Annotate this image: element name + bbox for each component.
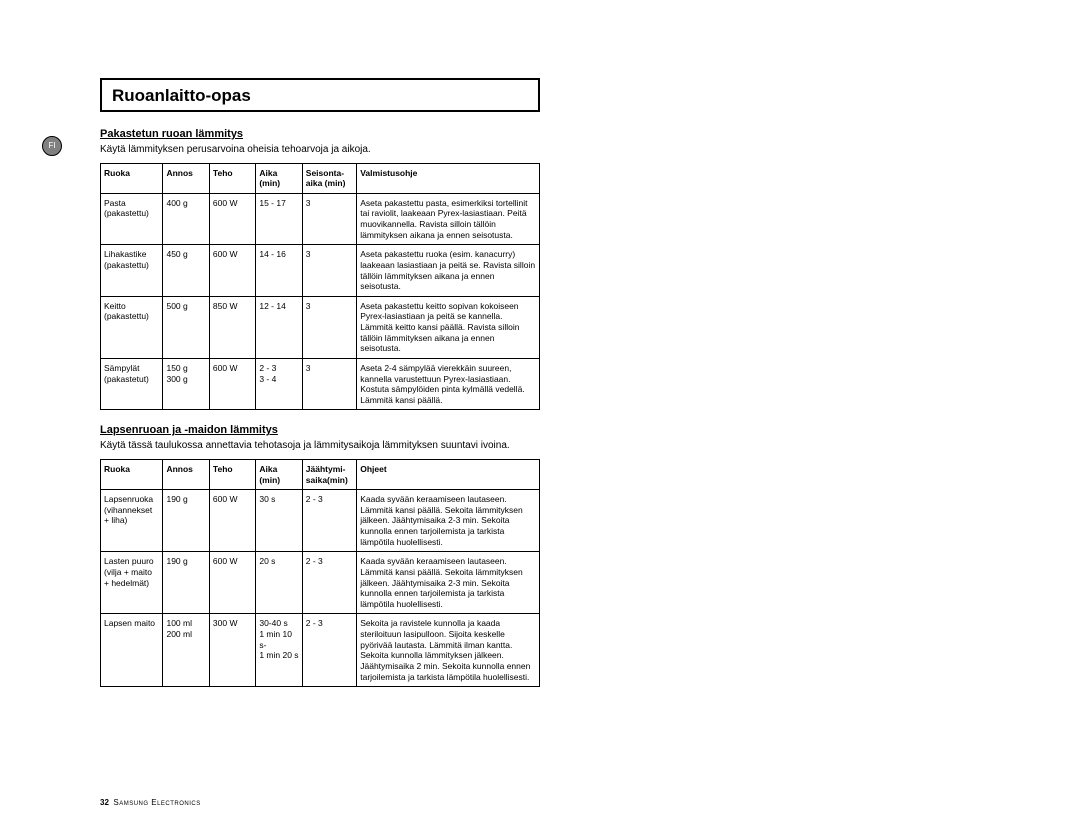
table-cell: Keitto (pakastettu) (101, 296, 163, 358)
page-number: 32 (100, 798, 109, 807)
table-row: Lasten puuro (vilja + maito + hedelmät)1… (101, 552, 540, 614)
table-cell: 2 - 3 (302, 490, 356, 552)
table-cell: 3 (302, 296, 356, 358)
table-cell: 300 W (209, 614, 255, 687)
th-time: Aika (min) (256, 163, 302, 193)
table-cell: 450 g (163, 245, 209, 297)
table-header-row: Ruoka Annos Teho Aika (min) Seisonta-aik… (101, 163, 540, 193)
table-row: Pasta (pakastettu)400 g600 W15 - 173Aset… (101, 193, 540, 245)
table-cell: Aseta 2-4 sämpylää vierekkäin suureen, k… (357, 358, 540, 410)
table-cell: 2 - 3 (302, 614, 356, 687)
table-cell: 30-40 s 1 min 10 s- 1 min 20 s (256, 614, 302, 687)
table-cell: Lapsenruoka (vihannekset + liha) (101, 490, 163, 552)
table-frozen-food: Ruoka Annos Teho Aika (min) Seisonta-aik… (100, 163, 540, 411)
table-cell: Lihakastike (pakastettu) (101, 245, 163, 297)
th-portion: Annos (163, 163, 209, 193)
table-cell: 600 W (209, 358, 255, 410)
table-cell: Kaada syvään keraamiseen lautaseen. Lämm… (357, 552, 540, 614)
table-cell: Lapsen maito (101, 614, 163, 687)
table-row: Sämpylät (pakastetut)150 g 300 g600 W2 -… (101, 358, 540, 410)
th-stand: Seisonta-aika (min) (302, 163, 356, 193)
table-cell: Kaada syvään keraamiseen lautaseen. Lämm… (357, 490, 540, 552)
table-cell: 600 W (209, 245, 255, 297)
table-row: Lihakastike (pakastettu)450 g600 W14 - 1… (101, 245, 540, 297)
table-cell: 600 W (209, 552, 255, 614)
section1-desc: Käytä lämmityksen perusarvoina oheisia t… (100, 144, 540, 157)
title-box: Ruoanlaitto-opas (100, 78, 540, 112)
th-instr: Valmistusohje (357, 163, 540, 193)
table-cell: 100 ml 200 ml (163, 614, 209, 687)
page-content: Ruoanlaitto-opas Pakastetun ruoan lämmit… (100, 78, 540, 687)
table-cell: 190 g (163, 490, 209, 552)
section1-heading: Pakastetun ruoan lämmitys (100, 128, 540, 140)
language-indicator: FI (42, 136, 62, 156)
th-power: Teho (209, 459, 255, 489)
page-footer: 32 Samsung Electronics (100, 798, 201, 807)
table-cell: Pasta (pakastettu) (101, 193, 163, 245)
table-cell: 600 W (209, 193, 255, 245)
table-cell: Lasten puuro (vilja + maito + hedelmät) (101, 552, 163, 614)
section2-heading: Lapsenruoan ja -maidon lämmitys (100, 424, 540, 436)
table-cell: Sekoita ja ravistele kunnolla ja kaada s… (357, 614, 540, 687)
page-title: Ruoanlaitto-opas (112, 86, 251, 105)
table-cell: Aseta pakastettu keitto sopivan kokoisee… (357, 296, 540, 358)
table-cell: 600 W (209, 490, 255, 552)
table-baby-food: Ruoka Annos Teho Aika (min) Jäähtymi-sai… (100, 459, 540, 687)
table-cell: 2 - 3 3 - 4 (256, 358, 302, 410)
table-cell: Sämpylät (pakastetut) (101, 358, 163, 410)
th-food: Ruoka (101, 163, 163, 193)
table-row: Lapsen maito100 ml 200 ml300 W30-40 s 1 … (101, 614, 540, 687)
table-header-row: Ruoka Annos Teho Aika (min) Jäähtymi-sai… (101, 459, 540, 489)
table-cell: Aseta pakastettu ruoka (esim. kanacurry)… (357, 245, 540, 297)
th-time: Aika (min) (256, 459, 302, 489)
table-cell: 850 W (209, 296, 255, 358)
table-cell: 3 (302, 358, 356, 410)
table-cell: 500 g (163, 296, 209, 358)
table-cell: 15 - 17 (256, 193, 302, 245)
table-row: Keitto (pakastettu)500 g850 W12 - 143Ase… (101, 296, 540, 358)
table-cell: 30 s (256, 490, 302, 552)
table-cell: 3 (302, 245, 356, 297)
section2-desc: Käytä tässä taulukossa annettavia tehota… (100, 440, 540, 453)
footer-brand: Samsung Electronics (113, 798, 200, 807)
table-cell: 2 - 3 (302, 552, 356, 614)
table-cell: 190 g (163, 552, 209, 614)
th-portion: Annos (163, 459, 209, 489)
table-cell: 14 - 16 (256, 245, 302, 297)
th-food: Ruoka (101, 459, 163, 489)
th-instr: Ohjeet (357, 459, 540, 489)
table-row: Lapsenruoka (vihannekset + liha)190 g600… (101, 490, 540, 552)
table-cell: 150 g 300 g (163, 358, 209, 410)
table-cell: Aseta pakastettu pasta, esimerkiksi tort… (357, 193, 540, 245)
table-cell: 20 s (256, 552, 302, 614)
table-cell: 12 - 14 (256, 296, 302, 358)
th-cool: Jäähtymi-saika(min) (302, 459, 356, 489)
th-power: Teho (209, 163, 255, 193)
table-cell: 400 g (163, 193, 209, 245)
table-cell: 3 (302, 193, 356, 245)
